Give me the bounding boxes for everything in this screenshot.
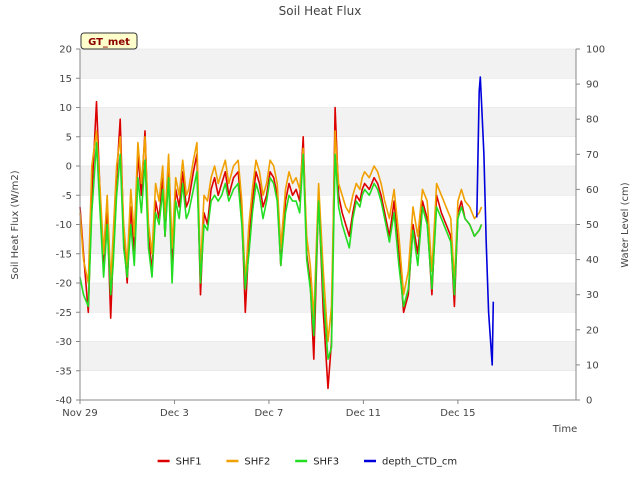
legend-item-SHF1: SHF1: [157, 457, 202, 468]
y-tick-label: -35: [56, 366, 72, 377]
y2-axis-title: Water Level (cm): [620, 182, 631, 267]
y-tick-label: -30: [56, 337, 72, 348]
y-tick-label: -40: [56, 396, 72, 407]
y-tick-label: -20: [56, 279, 72, 290]
series-layer: [79, 76, 495, 390]
axes: 20151050-5-10-15-20-25-30-35-40100908070…: [56, 45, 605, 420]
y2-tick-label: 0: [586, 396, 592, 407]
y-tick-label: -10: [56, 220, 72, 231]
y-tick-label: 15: [59, 74, 72, 85]
badge-box: [80, 32, 138, 50]
y2-tick-label: 80: [586, 115, 599, 126]
y-tick-label: -15: [56, 249, 72, 260]
y2-tick-label: 40: [586, 255, 599, 266]
y-axis-title: Soil Heat Flux (W/m2): [10, 170, 21, 279]
y2-tick-label: 90: [586, 80, 599, 91]
y-tick-label: 10: [59, 103, 72, 114]
y-tick-label: 5: [66, 132, 72, 143]
y2-tick-label: 100: [586, 45, 605, 56]
y2-tick-label: 30: [586, 290, 599, 301]
legend-label: SHF3: [313, 457, 339, 468]
x-tick-label: Dec 11: [346, 408, 381, 419]
y2-tick-label: 10: [586, 360, 599, 371]
badge: GT_met: [80, 32, 138, 50]
legend-item-SHF2: SHF2: [226, 457, 270, 468]
legend-item-depth_CTD_cm: depth_CTD_cm: [364, 457, 457, 468]
legend-label: depth_CTD_cm: [382, 457, 457, 468]
series-line-SHF2: [79, 130, 483, 343]
y2-tick-label: 50: [586, 220, 599, 231]
legend: SHF1 SHF2 SHF3 depth_CTD_cm: [157, 457, 457, 468]
band: [80, 166, 576, 196]
legend-label: SHF2: [244, 457, 270, 468]
band: [80, 283, 576, 313]
band: [80, 107, 576, 137]
y2-tick-label: 60: [586, 185, 599, 196]
legend-item-SHF3: SHF3: [295, 457, 339, 468]
series-line-depth_CTD_cm: [476, 76, 495, 366]
legend-label: SHF1: [176, 457, 202, 468]
y-tick-label: 0: [66, 162, 72, 173]
badge-text: GT_met: [88, 37, 130, 48]
x-axis-title: Time: [552, 424, 577, 435]
y2-tick-label: 20: [586, 325, 599, 336]
y2-tick-label: 70: [586, 150, 599, 161]
y-tick-label: -5: [62, 191, 72, 202]
chart-title: Soil Heat Flux: [279, 4, 362, 18]
x-tick-label: Nov 29: [62, 408, 97, 419]
band: [80, 49, 576, 79]
y-tick-label: -25: [56, 308, 72, 319]
series-line-SHF3: [79, 141, 483, 360]
x-tick-label: Dec 3: [160, 408, 189, 419]
band: [80, 224, 576, 254]
x-tick-label: Dec 15: [440, 408, 475, 419]
y-tick-label: 20: [59, 45, 72, 56]
x-tick-label: Dec 7: [254, 408, 283, 419]
